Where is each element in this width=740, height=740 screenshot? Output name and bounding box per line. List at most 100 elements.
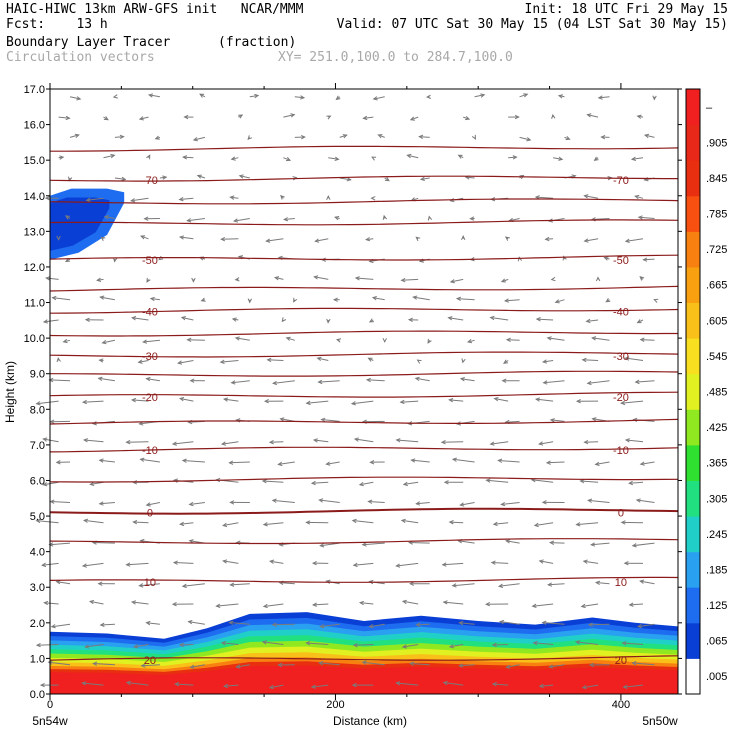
wind-vector (43, 481, 59, 486)
wind-vector (644, 134, 655, 138)
wind-vector (353, 644, 374, 646)
wind-vector (632, 542, 655, 547)
wind-vector-head (414, 376, 420, 382)
wind-vector-head (636, 623, 643, 629)
wind-vector-head (272, 380, 278, 386)
wind-vector-head (130, 397, 137, 403)
wind-vector-head (406, 153, 412, 159)
wind-vector-head (92, 661, 98, 666)
wind-vector-head (238, 174, 244, 179)
wind-vector (508, 156, 517, 159)
wind-vector (506, 540, 520, 544)
wind-vector-head (549, 418, 555, 423)
isotherm-label-left: -70 (142, 175, 158, 187)
wind-vector-head (504, 236, 510, 241)
wind-vector (150, 298, 160, 301)
wind-vector (621, 400, 644, 404)
wind-vector (274, 277, 284, 280)
wind-vector-head (461, 358, 466, 364)
wind-vector-head (441, 562, 447, 567)
wind-vector-head (512, 155, 518, 160)
x-tick-label: 200 (326, 699, 344, 711)
wind-vector (420, 177, 430, 180)
wind-vector (584, 238, 599, 242)
wind-vector (235, 337, 250, 341)
isotherm-label-right: -20 (613, 392, 629, 404)
wind-vector-head (639, 276, 645, 281)
wind-vector-head (620, 400, 626, 406)
wind-vector (486, 479, 509, 483)
isotherm-label-left: 10 (144, 577, 156, 589)
wind-vector (321, 419, 340, 422)
y-tick-label: 12.0 (24, 262, 45, 274)
wind-vector-head (311, 602, 317, 607)
wind-vector (449, 399, 464, 402)
wind-vector-head (266, 357, 272, 363)
isotherm-label-right: -30 (613, 351, 629, 363)
wind-vector-head (631, 660, 637, 666)
wind-vector (114, 177, 126, 180)
wind-vector-head (514, 114, 520, 120)
wind-vector-head (458, 620, 464, 626)
wind-vector-head (449, 279, 455, 284)
wind-vector-head (535, 317, 541, 322)
wind-vector-head (400, 277, 406, 283)
wind-vector (443, 682, 464, 686)
wind-vector-head (597, 95, 603, 100)
wind-vector (452, 583, 475, 587)
wind-vector (534, 522, 554, 526)
wind-vector-head (368, 623, 374, 629)
wind-vector-head (44, 195, 50, 201)
wind-vector-head (538, 559, 544, 564)
isotherm-label-left: 0 (147, 508, 153, 520)
wind-vector-head (64, 215, 70, 220)
wind-vector-head (628, 480, 634, 486)
wind-vector-head (593, 156, 599, 161)
wind-vector-head (538, 683, 544, 689)
wind-vector-head (125, 680, 131, 686)
wind-vector-head (485, 478, 491, 483)
wind-vector (366, 238, 374, 241)
wind-vector-head (182, 155, 188, 160)
wind-vector-head (639, 337, 645, 342)
wind-vector-head (586, 380, 592, 386)
wind-vector-head (305, 520, 311, 525)
wind-vector-head (293, 297, 298, 303)
isotherm-label-left: -10 (142, 445, 158, 457)
isotherm (49, 446, 679, 453)
field-name: Boundary Layer Tracer (6, 35, 171, 50)
wind-vector (230, 196, 239, 199)
wind-vector (550, 419, 565, 422)
wind-vector (222, 441, 239, 445)
wind-vector (172, 441, 194, 445)
wind-vector-head (55, 460, 61, 465)
wind-vector-head (110, 153, 116, 159)
wind-vector-head (231, 317, 237, 322)
wind-vector (623, 684, 644, 688)
wind-vector-head (591, 417, 597, 422)
wind-vector (141, 664, 160, 667)
wind-vector-head (585, 318, 591, 324)
wind-vector (401, 278, 419, 281)
wind-vector (197, 175, 206, 179)
wind-vector-head (497, 583, 504, 588)
isotherm-label-right: -50 (613, 255, 629, 267)
isotherm (49, 576, 679, 583)
wind-vector (182, 583, 205, 587)
header-init: Init: 18 UTC Fri 29 May 15 (524, 2, 729, 17)
wind-vector (313, 439, 329, 443)
wind-vector-head (400, 518, 406, 524)
wind-vector-head (49, 499, 55, 504)
wind-vector (367, 379, 385, 382)
wind-vector (362, 542, 385, 546)
wind-vector-head (81, 399, 87, 405)
wind-vector (173, 562, 194, 564)
wind-vector-head (103, 215, 109, 220)
wind-vector (494, 398, 509, 402)
wind-vector (84, 519, 104, 524)
wind-vector (104, 216, 115, 219)
wind-vector (588, 499, 610, 503)
wind-vector-head (189, 378, 195, 383)
wind-vector-head (410, 458, 416, 463)
wind-vector (146, 378, 160, 382)
